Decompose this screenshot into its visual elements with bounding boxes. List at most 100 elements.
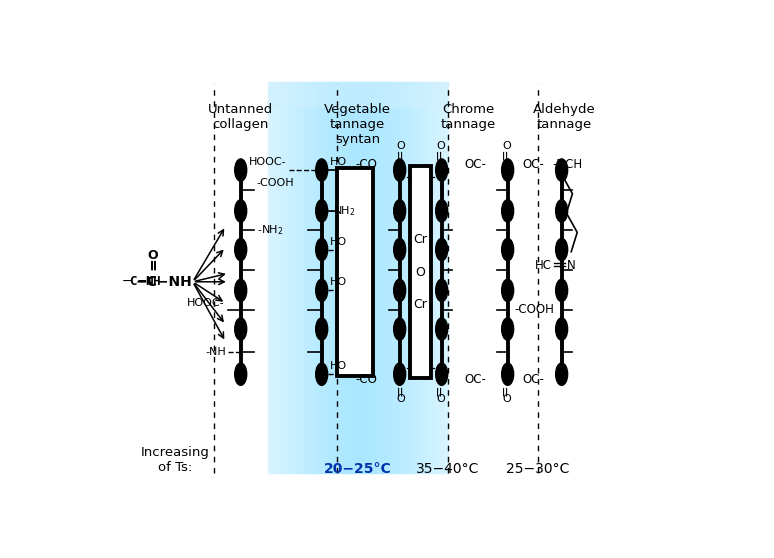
Text: O: O — [416, 266, 426, 278]
Bar — [322, 82, 324, 473]
Ellipse shape — [502, 363, 514, 386]
Bar — [385, 82, 387, 473]
Text: Vegetable
tannage
syntan: Vegetable tannage syntan — [324, 103, 391, 147]
Bar — [275, 82, 277, 473]
Ellipse shape — [235, 200, 247, 222]
Bar — [416, 82, 419, 473]
Bar — [344, 82, 347, 473]
Bar — [293, 82, 295, 473]
Bar — [378, 82, 380, 473]
Bar — [412, 82, 414, 473]
Ellipse shape — [436, 159, 447, 181]
Bar — [320, 82, 322, 473]
Bar — [380, 82, 382, 473]
Text: 20−25°C: 20−25°C — [324, 461, 392, 475]
Bar — [398, 82, 400, 473]
Ellipse shape — [394, 279, 406, 301]
Text: =: = — [394, 384, 408, 396]
Ellipse shape — [235, 363, 247, 386]
Text: O: O — [502, 394, 511, 404]
Bar — [430, 82, 432, 473]
Ellipse shape — [436, 363, 447, 386]
Bar — [333, 82, 335, 473]
Bar — [425, 82, 427, 473]
Bar — [437, 82, 439, 473]
Bar — [353, 82, 355, 473]
Ellipse shape — [436, 279, 447, 301]
Ellipse shape — [556, 318, 567, 340]
Bar — [423, 82, 425, 473]
Bar — [414, 82, 416, 473]
Bar — [303, 82, 306, 473]
Bar — [300, 82, 301, 473]
Text: 35−40°C: 35−40°C — [416, 461, 479, 475]
Bar — [367, 82, 369, 473]
Text: Cr: Cr — [414, 298, 427, 311]
Bar — [441, 82, 444, 473]
Ellipse shape — [235, 238, 247, 261]
Ellipse shape — [394, 238, 406, 261]
Bar — [396, 82, 398, 473]
Bar — [421, 82, 423, 473]
Bar — [355, 82, 358, 473]
Text: Cr: Cr — [414, 233, 427, 247]
Bar — [434, 82, 437, 473]
Bar — [372, 82, 373, 473]
Bar — [373, 82, 375, 473]
Ellipse shape — [436, 318, 447, 340]
Bar — [324, 82, 326, 473]
Ellipse shape — [316, 318, 327, 340]
Bar — [340, 82, 342, 473]
Ellipse shape — [502, 200, 514, 222]
Bar — [308, 82, 310, 473]
Bar — [427, 82, 430, 473]
Text: =: = — [433, 384, 447, 396]
Ellipse shape — [235, 318, 247, 340]
Text: O: O — [436, 141, 445, 151]
Bar — [445, 82, 447, 473]
Text: OC-: OC- — [464, 158, 486, 171]
Text: =: = — [433, 148, 447, 160]
Ellipse shape — [394, 318, 406, 340]
Bar — [382, 82, 385, 473]
Bar — [348, 82, 351, 473]
Ellipse shape — [502, 279, 514, 301]
Bar — [409, 82, 412, 473]
Bar — [387, 82, 389, 473]
Bar — [444, 82, 445, 473]
Text: O: O — [396, 141, 406, 151]
Text: =: = — [394, 148, 408, 160]
Text: -NH: -NH — [205, 347, 226, 357]
Bar — [297, 82, 300, 473]
Text: Aldehyde
tannage: Aldehyde tannage — [533, 103, 596, 132]
Text: 25−30°C: 25−30°C — [506, 461, 570, 475]
Ellipse shape — [316, 238, 327, 261]
Text: -COOH: -COOH — [257, 179, 295, 189]
Bar — [268, 82, 447, 108]
Text: =: = — [499, 148, 513, 160]
Text: Untanned
collagen: Untanned collagen — [208, 103, 273, 132]
Text: HO: HO — [330, 277, 347, 287]
Text: N: N — [567, 259, 575, 272]
Bar — [281, 82, 283, 473]
Bar — [310, 82, 313, 473]
Text: O: O — [436, 394, 445, 404]
Ellipse shape — [556, 200, 567, 222]
Ellipse shape — [235, 279, 247, 301]
Text: $-\!$C$-\!$NH: $-\!$C$-\!$NH — [122, 275, 162, 288]
Bar — [337, 168, 373, 376]
Text: OC-: OC- — [464, 373, 486, 386]
Text: O: O — [147, 249, 158, 262]
Text: HO: HO — [330, 237, 347, 247]
Ellipse shape — [556, 363, 567, 386]
Ellipse shape — [394, 159, 406, 181]
Bar — [400, 82, 402, 473]
Bar — [313, 82, 315, 473]
Bar — [439, 82, 441, 473]
Bar — [272, 82, 275, 473]
Text: O: O — [502, 141, 511, 151]
Ellipse shape — [436, 200, 447, 222]
Bar — [358, 82, 360, 473]
Bar — [419, 82, 420, 473]
Bar — [402, 82, 405, 473]
